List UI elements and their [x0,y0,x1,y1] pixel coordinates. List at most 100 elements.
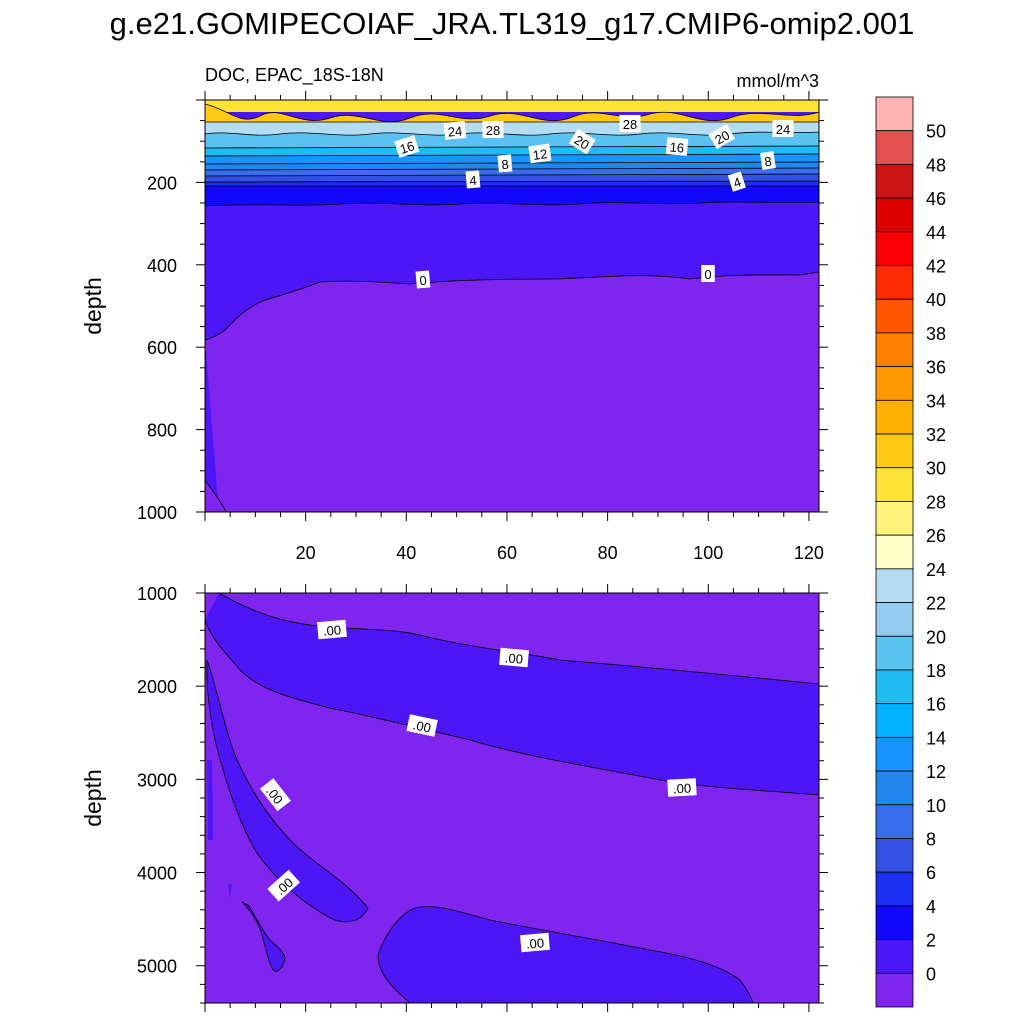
colorbar-label: 30 [926,459,946,479]
upper-contour-label: 8 [760,151,776,170]
svg-text:.00: .00 [411,717,432,735]
colorbar-label: 14 [926,728,946,748]
variable-label: DOC, EPAC_18S-18N [205,65,384,86]
lower-contour-label: .00 [406,714,438,737]
colorbar-swatch [875,669,914,705]
lower-contour-label: .00 [317,619,347,640]
svg-text:24: 24 [776,122,790,137]
fill-band-lower-2 [206,660,368,922]
fill-island-2 [228,884,232,898]
axis-ticks [196,91,828,1012]
fill-island-1 [242,902,285,972]
colorbar-swatch [875,332,914,368]
colorbar-label: 26 [926,526,946,546]
lower-ytick-label: 3000 [137,770,177,790]
svg-text:8: 8 [501,157,510,173]
svg-text:28: 28 [486,123,500,138]
upper-contour-label: 12 [528,143,552,164]
colorbar-swatch [875,871,914,907]
upper-contour-label: 20 [568,128,596,155]
upper-contour-label: 0 [701,265,715,282]
svg-text:16: 16 [669,139,685,155]
fill-island-3 [207,760,213,840]
colorbar-label: 40 [926,290,946,310]
svg-text:.00: .00 [504,650,523,667]
colorbar-swatch [875,534,914,570]
colorbar-label: 4 [926,897,936,917]
svg-text:8: 8 [763,154,772,170]
lower-contour-label: .00 [499,647,529,668]
svg-text:0: 0 [704,267,711,282]
fill-band-12 [205,154,819,164]
colorbar-label: 16 [926,695,946,715]
colorbar-swatch [875,602,914,637]
fill-band-10 [205,162,819,170]
colorbar-swatch [875,265,914,300]
colorbar-label: 20 [926,627,946,647]
xtick-label: 60 [497,543,517,563]
colorbar-label: 34 [926,391,946,411]
colorbar-label: 32 [926,425,946,445]
lower-ytick-label: 4000 [137,864,177,884]
fill-band-lower-1 [205,593,819,795]
upper-contour-label: 28 [482,121,504,138]
svg-text:.00: .00 [322,622,341,639]
fill-band-14 [205,146,819,156]
fill-band-4 [205,181,819,186]
colorbar-swatch [875,501,914,536]
xtick-label: 20 [296,543,316,563]
colorbar: 5048464442403836343230282624222018161412… [875,96,946,1008]
svg-text:4: 4 [469,173,478,189]
colorbar-swatch [875,399,914,435]
svg-text:24: 24 [447,123,463,139]
fill-band-lower-3 [378,906,753,1003]
colorbar-swatch [875,130,914,165]
xtick-label: 40 [396,543,416,563]
upper-contour-label: 16 [394,135,420,158]
colorbar-label: 10 [926,796,946,816]
upper-contour-label: 0 [415,270,431,289]
lower-contour-label: .00 [520,932,550,953]
upper-ytick-label: 1000 [137,503,177,523]
fill-band-negative-upper [205,272,819,512]
colorbar-label: 2 [926,931,936,951]
colorbar-swatch [875,939,914,974]
upper-contour-label: 4 [727,171,746,192]
upper-contour-label: 8 [497,154,513,173]
colorbar-swatch [875,467,914,502]
svg-text:.00: .00 [525,935,544,952]
xtick-label: 80 [598,543,618,563]
chart-title: g.e21.GOMIPECOIAF_JRA.TL319_g17.CMIP6-om… [109,6,915,41]
xtick-label: 100 [693,543,723,563]
colorbar-label: 22 [926,594,946,614]
fill-band-surface-28 [205,100,819,112]
lower-ylabel: depth [80,769,106,827]
colorbar-label: 36 [926,358,946,378]
fill-band-6 [205,174,819,182]
colorbar-swatch [875,770,914,806]
svg-text:20: 20 [572,132,592,152]
colorbar-label: 12 [926,762,946,782]
fill-band-26 [205,104,819,122]
colorbar-swatch [875,164,914,199]
upper-ytick-label: 200 [147,173,177,193]
colorbar-label: 50 [926,122,946,142]
units-label: mmol/m^3 [737,71,819,91]
lower-ytick-label: 2000 [137,677,177,697]
svg-text:12: 12 [532,146,548,163]
colorbar-label: 18 [926,661,946,681]
upper-ylabel: depth [80,277,106,335]
colorbar-swatch [875,736,914,772]
colorbar-swatch [875,703,914,738]
colorbar-label: 48 [926,155,946,175]
colorbar-label: 46 [926,189,946,209]
upper-contour-label: 28 [619,115,641,132]
upper-contour-label: 24 [443,121,467,140]
upper-contour-label: 16 [665,137,689,156]
colorbar-label: 38 [926,324,946,344]
colorbar-swatch [875,972,914,1008]
colorbar-label: 24 [926,560,946,580]
upper-contour-label: 24 [772,120,794,137]
upper-panel [204,99,820,513]
